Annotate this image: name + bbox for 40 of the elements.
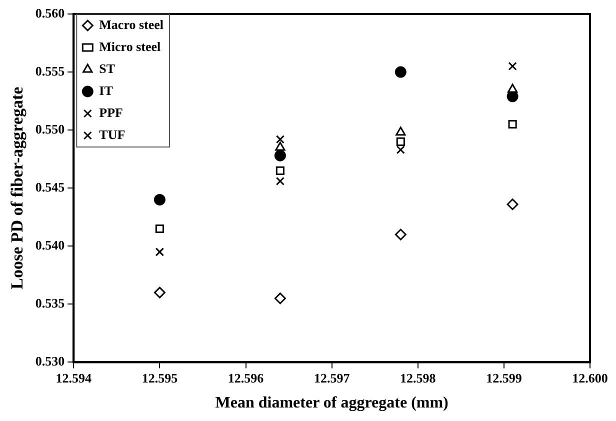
x-tick-label: 12.599: [486, 370, 522, 386]
y-tick-label: 0.540: [35, 237, 65, 252]
y-tick-label: 0.535: [35, 296, 66, 311]
x-axis-title: Mean diameter of aggregate (mm): [215, 394, 448, 412]
x-tick-label: 12.595: [142, 370, 178, 386]
point: [274, 150, 286, 162]
point: [508, 62, 517, 71]
legend-label: Macro steel: [99, 16, 164, 32]
legend-label: IT: [99, 82, 114, 98]
y-tick-label: 0.530: [35, 354, 65, 369]
point: [154, 286, 166, 298]
point: [276, 135, 284, 144]
x-tick-label: 12.598: [400, 370, 436, 386]
x-tick-label: 12.597: [314, 370, 350, 386]
point: [508, 120, 517, 129]
legend-label: PPF: [99, 104, 124, 120]
x-tick-label: 12.594: [56, 370, 92, 386]
point: [506, 198, 518, 210]
point: [396, 126, 406, 136]
legend-label: ST: [99, 60, 116, 76]
point: [275, 142, 286, 151]
point: [154, 194, 166, 206]
point: [394, 66, 406, 78]
point: [274, 292, 286, 304]
y-tick-label: 0.550: [35, 121, 65, 136]
point: [276, 166, 284, 175]
legend-label: TUF: [99, 126, 126, 142]
legend-label: Micro steel: [99, 38, 162, 54]
x-tick-label: 12.600: [572, 370, 608, 386]
y-tick-label: 0.555: [35, 63, 66, 78]
y-tick-label: 0.545: [35, 179, 66, 194]
point: [396, 137, 405, 146]
point: [155, 224, 164, 234]
y-tick-label: 0.560: [35, 5, 65, 20]
point: [276, 176, 284, 186]
point: [394, 228, 406, 240]
y-axis-title: Loose PD of fiber-aggregate: [8, 86, 27, 290]
point: [396, 146, 405, 154]
x-tick-label: 12.596: [228, 370, 264, 386]
point: [507, 84, 518, 93]
